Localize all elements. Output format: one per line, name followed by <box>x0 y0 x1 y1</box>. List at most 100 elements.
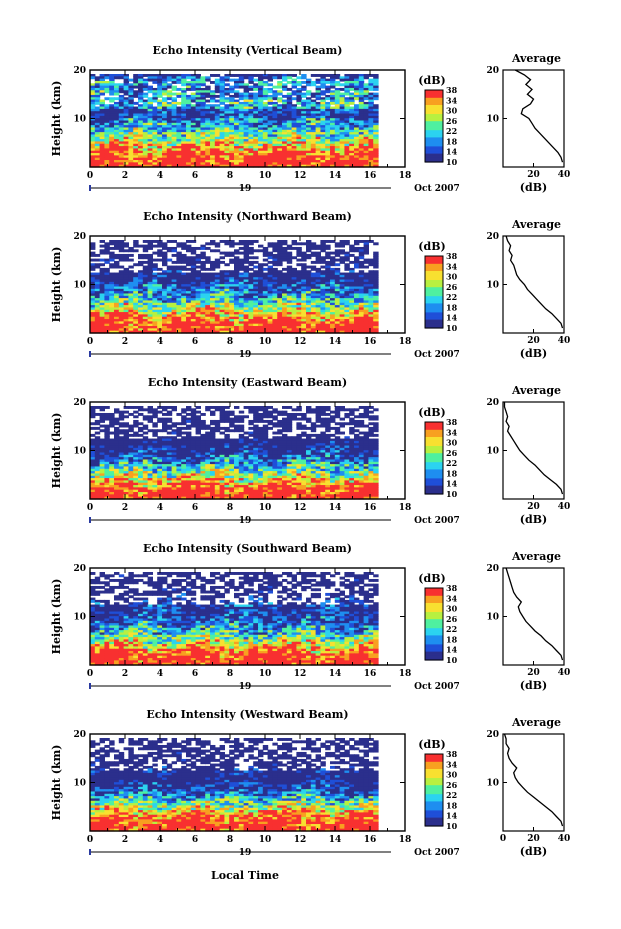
x-tick-label: 4 <box>157 835 163 845</box>
colorbar-frame <box>424 255 444 329</box>
colorbar-tick-label: 22 <box>446 126 457 136</box>
colorbar-tick-label: 22 <box>446 624 457 634</box>
colorbar-tick-label: 34 <box>446 261 458 271</box>
x-tick-label: 4 <box>157 503 163 513</box>
average-xlabel: (dB) <box>520 181 547 194</box>
avg-y-tick-label: 20 <box>486 730 499 740</box>
average-title: Average <box>511 52 561 65</box>
y-tick-label: 10 <box>73 613 86 623</box>
x-tick-label: 10 <box>259 669 272 679</box>
x-tick-label: 12 <box>294 171 307 181</box>
colorbar-tick-label: 14 <box>446 313 458 323</box>
colorbar-tick-label: 30 <box>446 604 458 614</box>
avg-x-tick-label: 40 <box>558 834 571 844</box>
x-tick-label: 16 <box>364 337 377 347</box>
x-tick-label: 14 <box>329 669 342 679</box>
colorbar-tick-label: 18 <box>446 302 458 312</box>
heatmap-cells <box>90 738 379 832</box>
colorbar-tick-label: 10 <box>446 655 458 665</box>
average-xlabel: (dB) <box>520 679 547 692</box>
x-tick-label: 12 <box>294 503 307 513</box>
y-axis-label: Height (km) <box>50 413 63 489</box>
x-tick-label: 16 <box>364 171 377 181</box>
average-profile-line <box>503 733 564 827</box>
x-tick-label: 18 <box>399 337 412 347</box>
x-tick-label: 8 <box>227 835 233 845</box>
x-tick-label: 14 <box>329 835 342 845</box>
colorbar-tick-label: 38 <box>446 583 458 593</box>
x-tick-label: 16 <box>364 669 377 679</box>
date-day-label: 19 <box>239 516 252 526</box>
avg-x-tick-label: 20 <box>527 834 540 844</box>
y-tick-label: 10 <box>73 281 86 291</box>
x-tick-label: 18 <box>399 503 412 513</box>
date-month-label: Oct 2007 <box>414 516 460 526</box>
y-axis-label: Height (km) <box>50 745 63 821</box>
colorbar-tick-label: 34 <box>446 95 458 105</box>
y-tick-label: 20 <box>73 232 86 242</box>
x-tick-label: 16 <box>364 835 377 845</box>
date-day-label: 19 <box>239 184 252 194</box>
average-profile-line <box>505 235 564 329</box>
x-tick-label: 14 <box>329 337 342 347</box>
panel-0: Echo Intensity (Vertical Beam) 0 2 4 6 8 10 12 1… <box>50 44 570 194</box>
average-profile-line <box>503 402 564 495</box>
average-frame <box>502 567 565 666</box>
x-tick-label: 16 <box>364 503 377 513</box>
colorbar-unit: (dB) <box>418 406 445 419</box>
colorbar <box>425 422 443 495</box>
date-month-label: Oct 2007 <box>414 682 460 692</box>
colorbar-frame <box>424 421 444 495</box>
x-tick-label: 14 <box>329 503 342 513</box>
x-tick-label: 18 <box>399 835 412 845</box>
heatmap-cells <box>90 240 379 334</box>
panel-title: Echo Intensity (Westward Beam) <box>146 708 348 721</box>
average-title: Average <box>511 550 561 563</box>
x-tick-label: 2 <box>122 835 128 845</box>
y-tick-label: 10 <box>73 447 86 457</box>
avg-x-tick-label: 40 <box>558 336 571 346</box>
colorbar-tick-label: 10 <box>446 489 458 499</box>
x-tick-label: 2 <box>122 503 128 513</box>
panel-4: Echo Intensity (Westward Beam) 0 2 4 6 8 10 12 1… <box>50 708 570 858</box>
x-tick-label: 0 <box>87 669 93 679</box>
colorbar-tick-label: 10 <box>446 323 458 333</box>
date-month-label: Oct 2007 <box>414 848 460 858</box>
colorbar-tick-label: 34 <box>446 427 458 437</box>
x-tick-label: 2 <box>122 669 128 679</box>
heatmap-cells <box>90 406 379 500</box>
x-tick-label: 8 <box>227 503 233 513</box>
date-month-label: Oct 2007 <box>414 184 460 194</box>
panel-title: Echo Intensity (Southward Beam) <box>143 542 352 555</box>
avg-x-tick-label: 0 <box>500 834 506 844</box>
colorbar <box>425 90 443 163</box>
colorbar-tick-label: 38 <box>446 417 458 427</box>
y-tick-label: 20 <box>73 66 86 76</box>
x-tick-label: 6 <box>192 503 198 513</box>
x-tick-label: 8 <box>227 669 233 679</box>
heatmap-cells <box>90 572 379 666</box>
colorbar-tick-label: 14 <box>446 645 458 655</box>
colorbar-tick-label: 14 <box>446 147 458 157</box>
colorbar-unit: (dB) <box>418 74 445 87</box>
x-tick-label: 10 <box>259 835 272 845</box>
colorbar-tick-label: 14 <box>446 479 458 489</box>
colorbar-frame <box>424 587 444 661</box>
x-tick-label: 2 <box>122 337 128 347</box>
date-day-label: 19 <box>239 848 252 858</box>
avg-x-tick-label: 40 <box>558 170 571 180</box>
average-xlabel: (dB) <box>520 347 547 360</box>
colorbar <box>425 256 443 329</box>
avg-x-tick-label: 20 <box>527 336 540 346</box>
x-tick-label: 10 <box>259 337 272 347</box>
average-frame <box>502 733 565 832</box>
x-tick-label: 6 <box>192 669 198 679</box>
x-tick-label: 0 <box>87 337 93 347</box>
date-month-label: Oct 2007 <box>414 350 460 360</box>
y-axis-label: Height (km) <box>50 579 63 655</box>
avg-y-tick-label: 20 <box>486 66 499 76</box>
avg-y-tick-label: 10 <box>486 281 499 291</box>
colorbar-tick-label: 26 <box>446 614 458 624</box>
x-tick-label: 10 <box>259 171 272 181</box>
x-tick-label: 6 <box>192 835 198 845</box>
